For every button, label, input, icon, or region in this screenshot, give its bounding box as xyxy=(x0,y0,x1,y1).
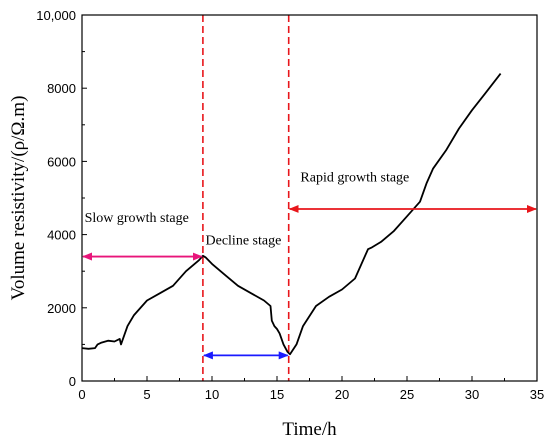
stage-annotation: Slow growth stage xyxy=(85,211,189,226)
plot-layer: Slow growth stage Decline stage Rapid grow… xyxy=(81,15,537,381)
y-tick-label: 8000 xyxy=(47,81,76,96)
plot-frame xyxy=(81,14,538,382)
y-tick-label: 6000 xyxy=(47,154,76,169)
x-tick-label: 5 xyxy=(143,387,150,402)
y-tick-label: 0 xyxy=(69,374,76,389)
x-tick-label: 35 xyxy=(530,387,544,402)
y-tick-label: 10,000 xyxy=(36,8,76,23)
y-tick-label: 4000 xyxy=(47,228,76,243)
x-tick-label: 25 xyxy=(400,387,414,402)
y-tick-label: 2000 xyxy=(47,301,76,316)
x-axis-title: Time/h xyxy=(282,419,337,440)
x-tick-label: 10 xyxy=(205,387,219,402)
ticks-layer: 0 5 10 15 20 25 30 35 0 2000 4000 6000 8000 10,000 xyxy=(36,8,544,402)
resistivity-series-line xyxy=(81,73,502,356)
y-axis-title: Volume resistivity/(ρ/Ω.m) xyxy=(8,96,29,301)
x-tick-label: 0 xyxy=(78,387,85,402)
x-tick-label: 20 xyxy=(335,387,349,402)
x-tick-label: 15 xyxy=(270,387,284,402)
stage-annotation: Decline stage xyxy=(206,233,282,248)
x-tick-label: 30 xyxy=(465,387,479,402)
stage-annotation: Rapid growth stage xyxy=(300,171,409,186)
